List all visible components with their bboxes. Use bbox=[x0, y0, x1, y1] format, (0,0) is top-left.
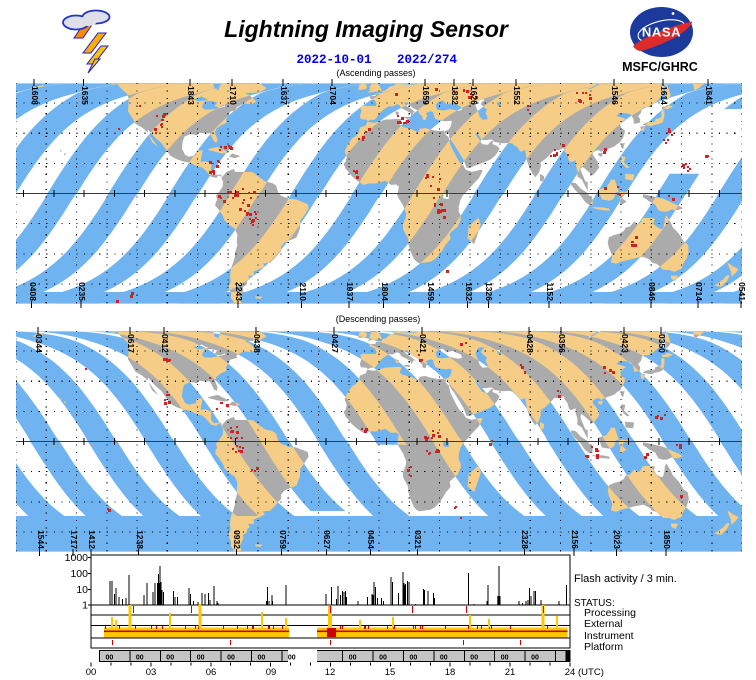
svg-text:1632: 1632 bbox=[464, 282, 474, 301]
svg-text:Processing: Processing bbox=[584, 607, 636, 619]
svg-text:1: 1 bbox=[82, 600, 88, 612]
svg-text:1937: 1937 bbox=[345, 282, 355, 301]
svg-text:1850: 1850 bbox=[662, 530, 672, 549]
svg-text:00: 00 bbox=[258, 655, 266, 662]
svg-text:24: 24 bbox=[565, 667, 576, 678]
svg-text:0759: 0759 bbox=[278, 530, 288, 549]
svg-text:1608: 1608 bbox=[30, 86, 40, 105]
svg-text:0428: 0428 bbox=[525, 334, 535, 353]
svg-text:1326: 1326 bbox=[484, 282, 494, 301]
svg-text:21: 21 bbox=[505, 667, 516, 678]
svg-text:10: 10 bbox=[76, 584, 88, 596]
svg-text:External: External bbox=[584, 618, 623, 630]
svg-text:1717: 1717 bbox=[69, 530, 79, 549]
svg-text:1412: 1412 bbox=[87, 530, 97, 549]
svg-text:00: 00 bbox=[166, 655, 174, 662]
svg-text:1659: 1659 bbox=[421, 86, 431, 105]
svg-text:NASA: NASA bbox=[642, 25, 681, 40]
svg-text:Platform: Platform bbox=[584, 641, 623, 653]
svg-text:1635: 1635 bbox=[80, 86, 90, 105]
svg-text:1832: 1832 bbox=[450, 86, 460, 105]
svg-text:00: 00 bbox=[288, 655, 296, 662]
svg-text:(Ascending passes): (Ascending passes) bbox=[336, 68, 415, 78]
svg-text:0412: 0412 bbox=[160, 334, 170, 353]
svg-text:00: 00 bbox=[440, 655, 448, 662]
svg-text:0714: 0714 bbox=[694, 282, 704, 301]
svg-text:0932: 0932 bbox=[232, 530, 242, 549]
svg-text:18: 18 bbox=[445, 667, 456, 678]
svg-text:0454: 0454 bbox=[366, 530, 376, 549]
svg-text:(UTC): (UTC) bbox=[578, 667, 604, 678]
svg-text:00: 00 bbox=[349, 655, 357, 662]
svg-text:MSFC/GHRC: MSFC/GHRC bbox=[622, 60, 698, 74]
svg-text:2156: 2156 bbox=[570, 530, 580, 549]
svg-text:0421: 0421 bbox=[418, 334, 428, 353]
svg-text:1459: 1459 bbox=[426, 282, 436, 301]
svg-text:0617: 0617 bbox=[126, 334, 136, 353]
svg-text:0627: 0627 bbox=[322, 530, 332, 549]
svg-text:0541: 0541 bbox=[737, 282, 747, 301]
svg-text:0321: 0321 bbox=[413, 530, 423, 549]
svg-text:Lightning Imaging Sensor: Lightning Imaging Sensor bbox=[224, 16, 509, 42]
svg-text:09: 09 bbox=[266, 667, 277, 678]
svg-text:0846: 0846 bbox=[647, 282, 657, 301]
svg-text:1552: 1552 bbox=[512, 86, 522, 105]
svg-text:0427: 0427 bbox=[330, 334, 340, 353]
svg-text:2110: 2110 bbox=[298, 283, 308, 302]
svg-text:Instrument: Instrument bbox=[584, 630, 634, 642]
svg-text:0408: 0408 bbox=[28, 282, 38, 301]
svg-text:0438: 0438 bbox=[252, 334, 262, 353]
svg-text:1000: 1000 bbox=[65, 552, 89, 564]
svg-text:1544: 1544 bbox=[36, 530, 46, 549]
svg-text:STATUS:: STATUS: bbox=[574, 598, 615, 609]
svg-text:00: 00 bbox=[227, 655, 235, 662]
svg-text:00: 00 bbox=[379, 655, 387, 662]
svg-text:1614: 1614 bbox=[659, 86, 669, 105]
svg-text:00: 00 bbox=[197, 655, 205, 662]
svg-text:100: 100 bbox=[70, 568, 88, 580]
svg-text:1238: 1238 bbox=[135, 530, 145, 549]
svg-text:(Descending passes): (Descending passes) bbox=[336, 314, 421, 324]
svg-text:0356: 0356 bbox=[557, 334, 567, 353]
svg-text:2022/274: 2022/274 bbox=[397, 53, 458, 67]
svg-text:2243: 2243 bbox=[234, 282, 244, 301]
svg-text:15: 15 bbox=[385, 667, 396, 678]
svg-text:00: 00 bbox=[86, 667, 97, 678]
svg-text:00: 00 bbox=[410, 655, 418, 662]
svg-text:1546: 1546 bbox=[610, 86, 620, 105]
svg-text:1637: 1637 bbox=[279, 86, 289, 105]
svg-text:0344: 0344 bbox=[34, 334, 44, 353]
svg-text:06: 06 bbox=[206, 667, 217, 678]
svg-text:00: 00 bbox=[470, 655, 478, 662]
svg-text:Flash activity / 3 min.: Flash activity / 3 min. bbox=[574, 573, 677, 585]
svg-text:2023: 2023 bbox=[612, 530, 622, 549]
svg-text:00: 00 bbox=[501, 655, 509, 662]
svg-text:1704: 1704 bbox=[328, 86, 338, 105]
svg-text:12: 12 bbox=[325, 667, 336, 678]
svg-text:00: 00 bbox=[531, 655, 539, 662]
svg-text:1710: 1710 bbox=[228, 86, 238, 105]
svg-text:1843: 1843 bbox=[186, 86, 196, 105]
svg-text:00: 00 bbox=[136, 655, 144, 662]
svg-text:0350: 0350 bbox=[657, 334, 667, 353]
svg-text:00: 00 bbox=[106, 655, 114, 662]
svg-text:1152: 1152 bbox=[545, 283, 555, 302]
svg-text:0423: 0423 bbox=[620, 334, 630, 353]
svg-text:03: 03 bbox=[146, 667, 157, 678]
svg-text:1804: 1804 bbox=[380, 282, 390, 301]
svg-text:1641: 1641 bbox=[704, 86, 714, 105]
svg-text:2022-10-01: 2022-10-01 bbox=[296, 53, 371, 67]
svg-text:0235: 0235 bbox=[77, 282, 87, 301]
svg-text:2328: 2328 bbox=[520, 530, 530, 549]
svg-text:1626: 1626 bbox=[469, 86, 479, 105]
